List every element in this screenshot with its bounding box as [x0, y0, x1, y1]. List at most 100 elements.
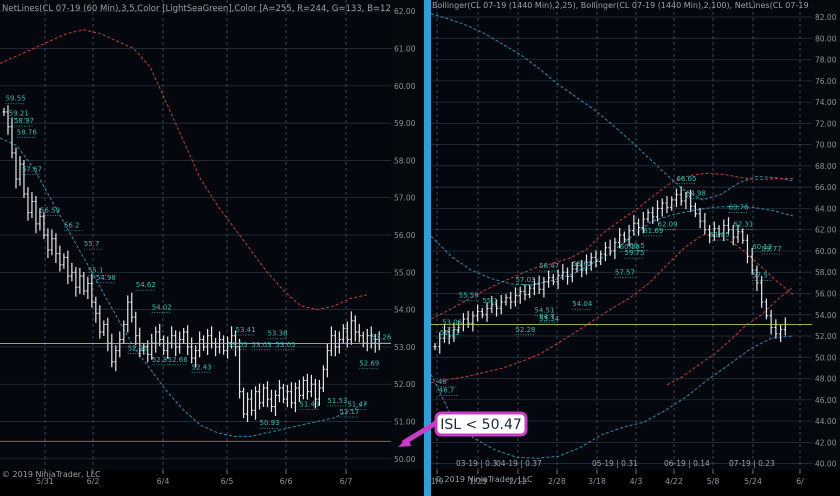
- period-label: 03-19 | 0.3: [456, 459, 497, 468]
- x-tick-label: 5/24: [744, 477, 762, 486]
- band-outer-lower-red: [666, 286, 794, 386]
- bar-value-label: 55.1: [482, 297, 498, 305]
- x-tick-label: 6/5: [221, 477, 234, 486]
- bar-value-label: 61.85: [710, 231, 730, 239]
- isl-annotation[interactable]: ISL < 50.47: [398, 411, 528, 447]
- y-tick-label: 61.00: [394, 44, 416, 53]
- y-tick-label: 53.00: [394, 343, 416, 352]
- y-tick-label: 58.00: [815, 268, 837, 277]
- bar-value-label: 53.03: [252, 341, 272, 349]
- bar-value-label: 52.28: [515, 326, 535, 334]
- bar-value-label: 51.43: [299, 401, 319, 409]
- y-tick-label: 58.00: [394, 156, 416, 165]
- y-tick-label: 44.00: [815, 417, 837, 426]
- right-y-axis: 40.00 42.00 44.00 46.00 48.00 50.00 52.00 54.00…: [815, 13, 837, 469]
- bar-value-label: 56.59: [40, 207, 60, 215]
- bar-value-label: 63.76: [729, 203, 750, 211]
- left-x-axis: 5/31 6/2 6/4 6/5 6/6 6/7: [36, 470, 352, 486]
- bar-value-label: 52.11: [440, 329, 460, 337]
- y-tick-label: 62.00: [815, 226, 837, 235]
- bar-value-label: 59.55: [6, 95, 26, 103]
- bar-value-label: 58.47: [539, 262, 559, 270]
- y-tick-label: 60.00: [815, 247, 837, 256]
- bar-value-label: 58.61: [572, 260, 592, 268]
- y-tick-label: 80.00: [815, 34, 837, 43]
- left-copyright: © 2019 NinjaTrader, LLC: [2, 470, 101, 479]
- bar-value-label: 62.09: [658, 220, 678, 228]
- right-price-axis[interactable]: [812, 0, 840, 470]
- x-tick-label: 6/: [796, 477, 804, 486]
- period-label: 06-19 | 0.14: [664, 459, 710, 468]
- band-outer-lower: [430, 335, 794, 459]
- bar-value-label: 46.7: [439, 386, 455, 394]
- y-tick-label: 76.00: [815, 77, 837, 86]
- y-tick-label: 64.00: [815, 204, 837, 213]
- left-indicator-header: NetLines(CL 07-19 (60 Min),3,5,Color [Li…: [2, 4, 545, 14]
- y-tick-label: 40.00: [815, 460, 837, 469]
- period-label: 05-19 | 0.31: [592, 459, 638, 468]
- x-tick-label: 5/31: [36, 477, 54, 486]
- bar-value-label: 60.13: [752, 243, 772, 251]
- y-tick-label: 82.00: [815, 13, 837, 22]
- bar-value-label: 60.5: [629, 242, 645, 250]
- y-tick-label: 51.00: [394, 418, 416, 427]
- bar-value-label: 48: [438, 378, 447, 386]
- y-tick-label: 70.00: [815, 141, 837, 150]
- bar-value-label: 62.31: [733, 220, 753, 228]
- left-price-bars: [0, 105, 391, 442]
- x-tick-label: 4/3: [630, 477, 643, 486]
- bar-value-label: 59.77: [762, 245, 782, 253]
- band-inner-upper: [430, 172, 793, 320]
- y-tick-label: 54.00: [394, 306, 416, 315]
- band-outer-upper: [430, 13, 794, 201]
- bar-value-label: 54.51: [534, 307, 554, 315]
- bar-value-label: 57.5: [752, 272, 768, 280]
- left-price-axis[interactable]: [391, 0, 424, 470]
- left-grid: [0, 0, 391, 470]
- x-tick-label: 1/25: [469, 477, 487, 486]
- bar-value-label: 54.02: [152, 304, 172, 312]
- y-tick-label: 52.00: [394, 380, 416, 389]
- bar-value-label: 60.19: [620, 243, 640, 251]
- x-tick-label: 4/22: [665, 477, 683, 486]
- bar-value-label: 53.06: [442, 318, 463, 326]
- bar-value-label: 52.43: [192, 363, 212, 371]
- bar-value-label: 57.03: [515, 276, 535, 284]
- bar-value-label: 51.47: [347, 401, 367, 409]
- y-tick-label: 60.00: [394, 82, 416, 91]
- bar-value-label: 54.62: [136, 281, 156, 289]
- y-tick-label: 48.00: [815, 375, 837, 384]
- y-tick-label: 56.00: [815, 289, 837, 298]
- y-tick-label: 42.00: [815, 438, 837, 447]
- bar-value-label: 57.67: [22, 166, 42, 174]
- x-tick-label: 6/7: [340, 477, 353, 486]
- bar-value-label: 54.98: [96, 274, 116, 282]
- bar-value-label: 53.05: [275, 341, 295, 349]
- x-tick-label: 2/12: [509, 477, 527, 486]
- bar-value-label: 55.1: [88, 266, 104, 274]
- bar-value-label: 53.38: [267, 330, 287, 338]
- band-lower-band: [0, 137, 368, 437]
- right-indicator-header: Bollinger(CL 07-19 (1440 Min),2,25), Bol…: [432, 1, 840, 10]
- annotation-arrowhead: [398, 437, 411, 447]
- bar-value-label: 52.66: [168, 356, 189, 364]
- x-tick-label: 1/9: [431, 477, 444, 486]
- bar-value-label: 59.75: [624, 249, 644, 257]
- panel-divider[interactable]: [424, 0, 431, 496]
- period-label: 04-19 | 0.37: [496, 459, 542, 468]
- bar-value-label: 53.41: [236, 326, 256, 334]
- y-tick-label: 72.00: [815, 119, 837, 128]
- bar-value-label: 54.04: [572, 300, 593, 308]
- y-tick-label: 46.00: [815, 396, 837, 405]
- bar-value-label: 50.93: [260, 419, 280, 427]
- right-period-labels: 03-19 | 0.304-19 | 0.37 05-19 | 0.31 06-19…: [456, 459, 775, 468]
- left-y-axis: 50.00 51.00 52.00 53.00 54.00 55.00 56.00 57.00…: [394, 7, 416, 464]
- bar-value-label: 55.59: [459, 292, 479, 300]
- bar-value-label: 64.98: [686, 190, 706, 198]
- bar-value-label: 61.69: [643, 227, 663, 235]
- x-tick-label: 3/18: [588, 477, 606, 486]
- y-tick-label: 74.00: [815, 98, 837, 107]
